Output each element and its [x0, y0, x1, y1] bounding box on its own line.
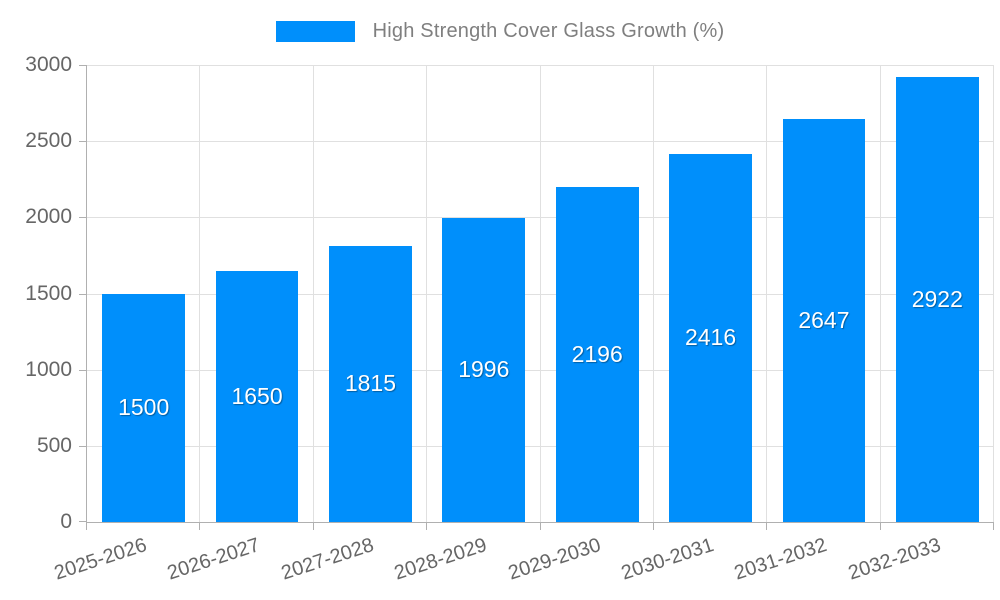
y-tick-label: 2000	[25, 205, 72, 229]
bar-value-label: 2416	[684, 324, 737, 351]
x-tick	[993, 522, 994, 530]
y-tick	[79, 65, 87, 66]
bar[interactable]: 2196	[555, 187, 639, 522]
v-gridline	[426, 65, 428, 522]
y-tick-label: 0	[60, 510, 72, 533]
x-tick-label: 2028-2029	[391, 534, 490, 585]
legend-swatch[interactable]	[275, 21, 355, 42]
y-tick	[79, 445, 87, 447]
y-axis-labels: 0 500 1000 1500 2000 2500 3000	[0, 53, 74, 533]
y-tick-label: 1000	[25, 357, 72, 381]
x-tick	[426, 522, 428, 530]
bar-value-label: 2922	[911, 285, 963, 312]
h-gridline	[87, 369, 994, 371]
y-tick	[79, 521, 87, 522]
v-gridline	[199, 65, 201, 522]
x-tick	[652, 522, 654, 530]
bar-value-label: 2647	[798, 306, 850, 333]
x-tick	[312, 522, 314, 530]
v-gridline	[312, 65, 314, 522]
y-tick-label: 3000	[25, 53, 72, 76]
bar[interactable]: 2416	[669, 153, 752, 522]
x-tick	[539, 522, 541, 530]
x-tick-label: 2025-2026	[51, 534, 150, 585]
x-tick	[879, 522, 881, 530]
v-gridline	[652, 65, 654, 522]
v-gridline	[993, 65, 994, 522]
x-tick	[199, 522, 201, 530]
x-tick-label: 2030-2031	[618, 534, 717, 585]
x-axis-labels: 2025-2026 2026-2027 2027-2028 2028-2029 2029…	[52, 523, 993, 600]
y-tick	[79, 217, 87, 219]
x-tick-label: 2032-2033	[845, 534, 944, 585]
x-tick-label: 2029-2030	[505, 534, 603, 585]
legend-series-label: High Strength Cover Glass Growth (%)	[372, 20, 725, 42]
y-tick-label: 1500	[25, 281, 72, 305]
v-gridline	[539, 65, 541, 522]
h-gridline	[87, 293, 994, 295]
bar-value-label: 1815	[344, 370, 396, 397]
h-gridline	[87, 445, 994, 447]
x-tick-label: 2027-2028	[278, 534, 377, 585]
y-tick	[79, 293, 87, 295]
y-tick	[79, 369, 87, 371]
bar[interactable]: 2647	[782, 118, 866, 522]
h-gridline	[87, 217, 994, 219]
bar[interactable]: 1996	[442, 217, 526, 522]
bar[interactable]: 2922	[895, 76, 979, 522]
x-tick	[86, 522, 87, 530]
v-gridline	[766, 65, 768, 522]
h-gridline	[87, 141, 994, 143]
h-gridline	[87, 65, 994, 66]
v-gridline	[879, 65, 881, 522]
x-tick-label: 2031-2032	[731, 534, 830, 585]
bar-value-label: 1996	[458, 356, 510, 383]
x-tick-label: 2026-2027	[165, 534, 263, 585]
y-tick	[79, 141, 87, 143]
y-tick-label: 500	[36, 433, 72, 457]
bar-value-label: 2196	[571, 341, 623, 368]
bar-value-label: 1650	[231, 382, 283, 409]
bar[interactable]: 1650	[215, 270, 299, 522]
bar[interactable]: 1815	[329, 245, 412, 522]
x-tick	[766, 522, 768, 530]
y-tick-label: 2500	[25, 129, 72, 153]
bar[interactable]: 1500	[102, 293, 186, 522]
legend[interactable]: High Strength Cover Glass Growth (%)	[0, 20, 1000, 43]
plot-area: 1500 1650 1815 1996 2196 2416 2647 2922	[79, 65, 994, 530]
bar-value-label: 1500	[118, 394, 170, 421]
